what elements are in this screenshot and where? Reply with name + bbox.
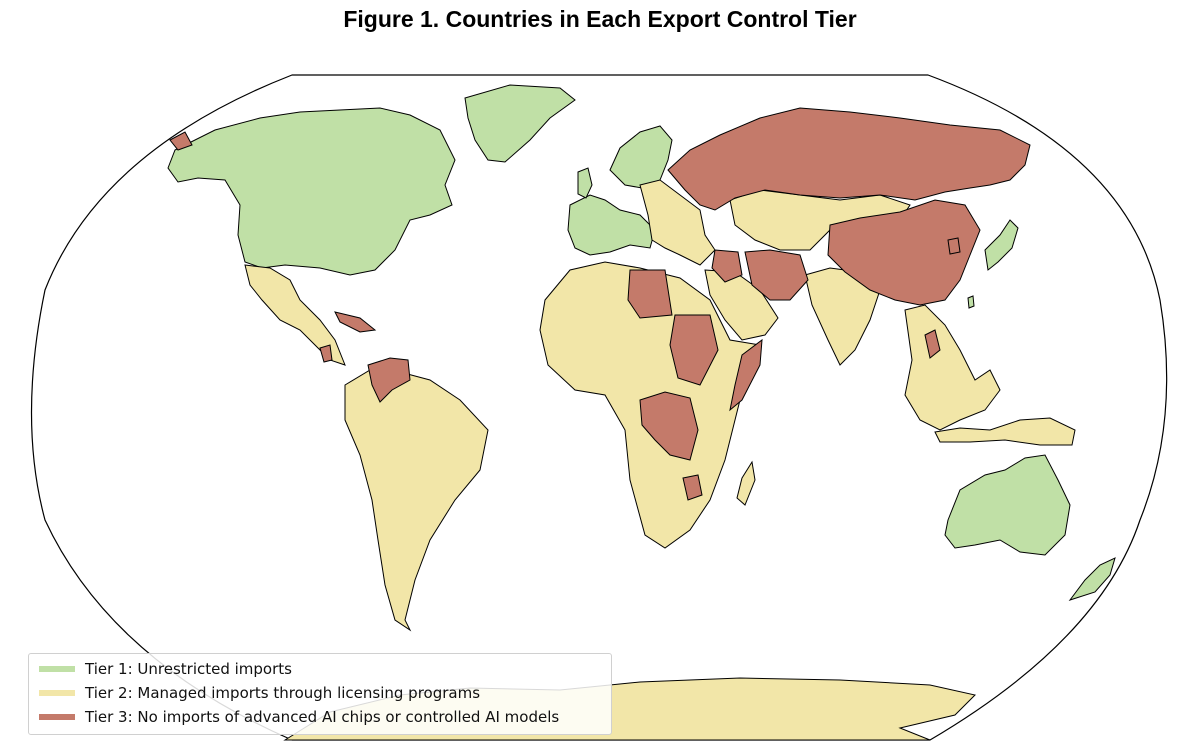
region-nordics bbox=[609, 125, 673, 189]
region-cuba-nicaragua bbox=[319, 311, 377, 363]
region-north-america-tier1 bbox=[167, 107, 456, 276]
region-japan-korea bbox=[984, 219, 1019, 271]
region-australia bbox=[944, 454, 1071, 556]
region-libya bbox=[627, 269, 673, 319]
region-iraq-syria bbox=[711, 249, 743, 283]
legend-swatch-tier1 bbox=[39, 666, 75, 672]
legend-label-tier1: Tier 1: Unrestricted imports bbox=[85, 660, 292, 678]
legend-item-tier2: Tier 2: Managed imports through licensin… bbox=[39, 682, 480, 704]
legend-item-tier1: Tier 1: Unrestricted imports bbox=[39, 658, 292, 680]
region-russia bbox=[667, 107, 1031, 211]
region-new-zealand bbox=[1068, 557, 1116, 601]
region-iran-afghanistan bbox=[744, 249, 809, 301]
region-venezuela bbox=[367, 357, 411, 403]
tier1-regions bbox=[167, 84, 1116, 601]
region-madagascar bbox=[736, 460, 756, 506]
region-indonesia bbox=[934, 417, 1076, 446]
legend-swatch-tier2 bbox=[39, 690, 75, 696]
legend-item-tier3: Tier 3: No imports of advanced AI chips … bbox=[39, 706, 559, 728]
region-taiwan bbox=[967, 295, 975, 309]
region-zimbabwe bbox=[682, 474, 703, 501]
legend-label-tier2: Tier 2: Managed imports through licensin… bbox=[85, 684, 481, 702]
tier3-regions bbox=[169, 107, 1031, 501]
region-western-europe bbox=[567, 194, 656, 256]
region-south-america bbox=[344, 369, 489, 632]
region-dr-congo bbox=[639, 391, 699, 461]
region-eastern-europe-middle-east bbox=[639, 179, 716, 266]
region-north-korea-vietnam bbox=[924, 237, 961, 359]
region-sudan bbox=[669, 314, 719, 386]
region-alaska-chukotka bbox=[169, 131, 193, 151]
region-somalia bbox=[729, 338, 763, 412]
legend-label-tier3: Tier 3: No imports of advanced AI chips … bbox=[85, 708, 560, 726]
region-uk bbox=[577, 167, 593, 199]
region-greenland bbox=[464, 84, 576, 163]
figure-title: Figure 1. Countries in Each Export Contr… bbox=[343, 6, 857, 32]
region-mexico-central-america bbox=[244, 264, 346, 366]
region-arabia bbox=[704, 269, 779, 341]
legend-swatch-tier3 bbox=[39, 714, 75, 720]
legend: Tier 1: Unrestricted imports Tier 2: Man… bbox=[28, 653, 612, 735]
region-china bbox=[827, 199, 981, 306]
